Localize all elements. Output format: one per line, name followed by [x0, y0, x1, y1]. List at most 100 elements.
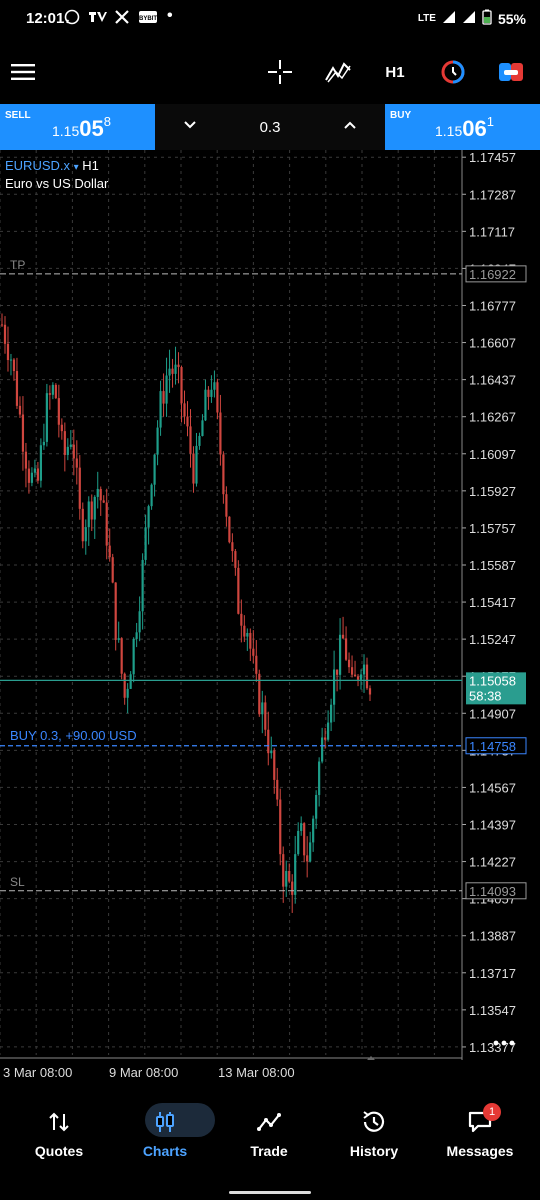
y-tick-label: 1.13887 [469, 929, 516, 944]
candle-body [81, 508, 84, 542]
candle-body [168, 368, 171, 376]
candle-body [353, 674, 357, 677]
candle-body [228, 516, 231, 543]
nav-messages[interactable]: 1 Messages [430, 1095, 530, 1175]
y-tick-label: 1.14227 [469, 855, 516, 870]
nav-history[interactable]: History [324, 1095, 424, 1175]
chart-shift-marker [367, 1056, 375, 1060]
chart-canvas[interactable]: 1.174571.172871.171171.169471.167771.166… [0, 150, 540, 1060]
candle-body [57, 398, 60, 425]
candle-body [162, 391, 165, 404]
symbol-code[interactable]: EURUSD.x [5, 158, 71, 173]
one-click-trading-bar: SELL 1.15058 0.3 BUY 1.15061 [0, 104, 540, 150]
y-tick-label: 1.16437 [469, 373, 516, 388]
candle-body [15, 371, 19, 406]
bar-countdown: 58:38 [469, 688, 502, 703]
y-tick-label: 1.17287 [469, 187, 516, 202]
nav-label: Trade [250, 1143, 288, 1159]
candle-body [153, 454, 156, 485]
home-indicator [229, 1191, 311, 1194]
lot-size-control: 0.3 [155, 104, 385, 150]
svg-text:BYBIT: BYBIT [139, 16, 157, 22]
y-tick-label: 1.16607 [469, 336, 516, 351]
timeframe-button[interactable]: H1 [385, 63, 405, 81]
candle-body [252, 648, 255, 656]
sell-button[interactable]: SELL 1.15058 [0, 104, 155, 150]
candle-body [90, 501, 93, 520]
unread-badge: 1 [483, 1103, 501, 1121]
buy-label: BUY [390, 110, 412, 121]
candle-body [341, 634, 345, 639]
candle-body [33, 468, 37, 473]
candle-body [102, 500, 105, 503]
candle-body [177, 364, 180, 368]
nav-label: Charts [142, 1143, 188, 1159]
y-tick-label: 1.16267 [469, 410, 516, 425]
candle-body [48, 393, 51, 395]
indicators-icon[interactable] [323, 57, 353, 87]
candle-body [156, 427, 159, 455]
chevron-up-icon[interactable] [343, 118, 357, 137]
candle-body [249, 632, 252, 649]
candle-body [207, 389, 210, 397]
crosshair-icon[interactable] [266, 57, 294, 87]
candle-body [150, 484, 153, 507]
buy-button[interactable]: BUY 1.15061 [385, 104, 540, 150]
network-label: LTE [417, 13, 436, 24]
candle-body [51, 384, 54, 395]
buy-price: 1.15061 [435, 114, 494, 141]
candle-body [261, 702, 264, 715]
candle-body [117, 638, 120, 640]
chevron-down-icon[interactable] [183, 118, 197, 137]
price-chart[interactable]: 1.174571.172871.171171.169471.167771.166… [0, 150, 540, 1060]
candle-body [356, 676, 360, 680]
candle-body [3, 324, 7, 344]
y-tick-label: 1.15247 [469, 632, 516, 647]
x-tick-label: 13 Mar 08:00 [218, 1065, 295, 1080]
candle-body [338, 634, 342, 675]
objects-icon[interactable] [439, 57, 467, 87]
bottom-navigation: Quotes Charts Trade History 1 Messages [0, 1095, 540, 1175]
nav-trade[interactable]: Trade [219, 1095, 319, 1175]
candle-body [195, 445, 198, 484]
y-tick-label: 1.14907 [469, 706, 516, 721]
y-tick-label: 1.14397 [469, 817, 516, 832]
candle-body [288, 870, 291, 882]
candle-body [174, 364, 177, 374]
trade-panel-icon[interactable] [497, 57, 525, 87]
candle-body [365, 664, 369, 689]
nav-quotes[interactable]: Quotes [9, 1095, 109, 1175]
messages-icon [430, 1107, 530, 1137]
candle-body [183, 403, 186, 417]
candle-body [69, 444, 72, 447]
candle-body [204, 389, 207, 421]
candle-body [300, 823, 303, 831]
menu-icon[interactable] [10, 57, 36, 87]
candle-body [291, 881, 294, 895]
symbol-timeframe: H1 [82, 158, 99, 173]
candle-body [225, 494, 228, 517]
y-tick-label: 1.17117 [469, 224, 515, 239]
candle-body [159, 391, 162, 428]
candle-body [234, 551, 237, 568]
candle-body [255, 655, 258, 674]
symbol-header[interactable]: EURUSD.x ▾ H1 [5, 158, 99, 173]
candle-body [350, 667, 354, 675]
lot-size-value[interactable]: 0.3 [259, 119, 281, 136]
symbol-caret-icon[interactable]: ▾ [73, 162, 79, 173]
candle-body [198, 435, 201, 446]
candle-body [309, 842, 312, 862]
candle-body [45, 393, 48, 442]
candle-body [105, 502, 108, 546]
candle-body [60, 424, 63, 432]
candle-body [246, 632, 249, 637]
whatsapp-icon [64, 9, 80, 28]
y-tick-label: 1.13547 [469, 1003, 516, 1018]
candle-body [147, 506, 150, 528]
candle-body [12, 359, 16, 372]
y-tick-label: 1.16097 [469, 447, 516, 462]
candle-body [318, 761, 321, 795]
candle-body [243, 625, 246, 637]
nav-charts[interactable]: Charts [115, 1095, 215, 1175]
bid-price-label: 1.15058 [469, 673, 516, 688]
